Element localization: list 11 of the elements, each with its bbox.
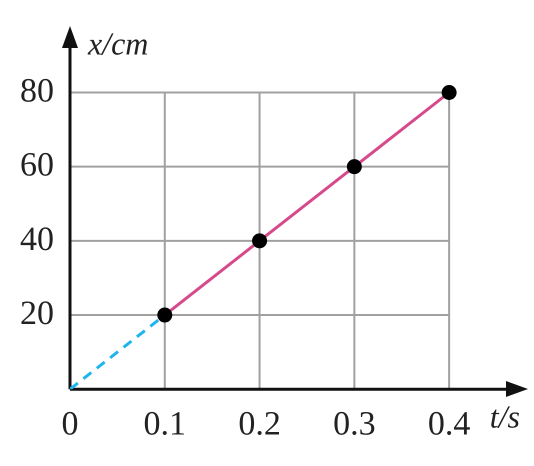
- y-axis-title: x/cm: [87, 25, 148, 62]
- x-tick-label: 0.4: [428, 406, 470, 443]
- x-tick-label: 0: [62, 406, 78, 443]
- y-tick-label: 60: [20, 146, 54, 184]
- x-axis-title: t/s: [490, 398, 520, 435]
- x-tick-label: 0.3: [333, 406, 376, 443]
- x-tick-label: 0.1: [144, 406, 186, 443]
- y-tick-label: 40: [20, 220, 54, 258]
- y-tick-label: 80: [20, 72, 54, 110]
- x-tick-label: 0.2: [238, 406, 281, 443]
- y-tick-label: 20: [20, 294, 54, 332]
